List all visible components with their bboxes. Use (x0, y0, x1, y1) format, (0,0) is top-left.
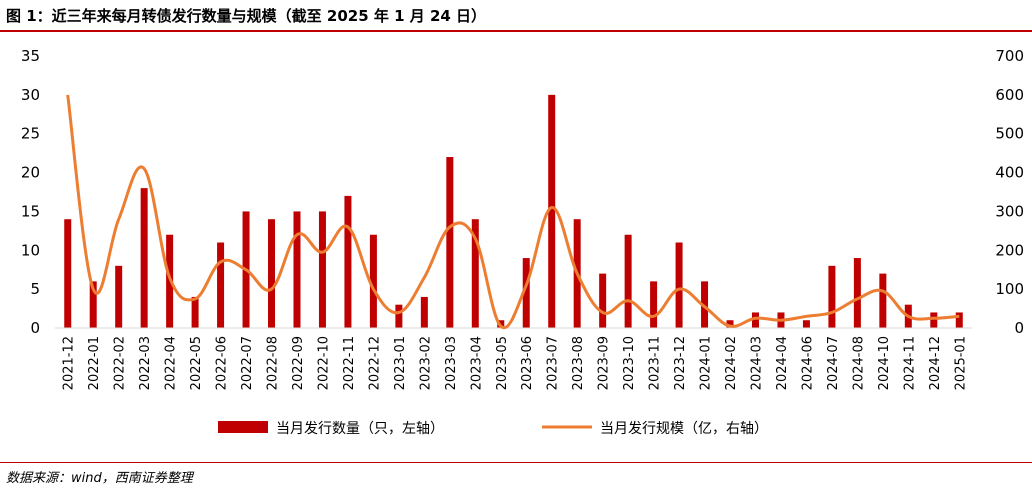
x-tick-label: 2023-05 (495, 336, 510, 390)
y-left-tick-label: 10 (21, 241, 40, 259)
x-tick-label: 2022-04 (164, 336, 179, 390)
bar (675, 242, 683, 328)
x-tick-label: 2023-07 (546, 336, 561, 390)
x-tick-label: 2022-01 (87, 336, 102, 390)
bar (624, 234, 632, 328)
bar (64, 219, 72, 328)
y-right-tick-label: 400 (995, 164, 1024, 182)
x-tick-label: 2023-02 (418, 336, 433, 390)
y-axis-right: 0 100 200 300 400 500 600 700 (995, 47, 1024, 337)
bar (751, 312, 759, 328)
x-tick-label: 2022-07 (240, 336, 255, 390)
x-tick-label: 2022-02 (113, 336, 128, 390)
y-axis-left: 0 5 10 15 20 25 30 35 (21, 47, 40, 337)
legend-label-bar: 当月发行数量（只，左轴） (276, 421, 444, 437)
chart: 0 5 10 15 20 25 30 35 0 100 200 300 400 500 600 700 20… (21, 47, 1024, 437)
bar (344, 195, 352, 328)
y-right-tick-label: 300 (995, 202, 1024, 220)
x-tick-label: 2021-12 (62, 336, 77, 390)
bar (446, 157, 454, 328)
page-title: 图 1：近三年来每月转债发行数量与规模（截至 2025 年 1 月 24 日） (6, 7, 487, 25)
bar (115, 265, 123, 328)
x-tick-label: 2024-11 (902, 336, 917, 390)
y-left-tick-label: 15 (21, 202, 40, 220)
x-tick-label: 2023-12 (673, 336, 688, 390)
y-right-tick-label: 700 (995, 47, 1024, 65)
bar (548, 94, 556, 328)
bar (217, 242, 225, 328)
y-left-tick-label: 35 (21, 47, 40, 65)
bar (599, 273, 607, 328)
x-tick-label: 2024-01 (699, 336, 714, 390)
x-tick-label: 2024-06 (800, 336, 815, 390)
x-tick-label: 2022-10 (316, 336, 331, 390)
bar (191, 296, 199, 328)
y-left-tick-label: 5 (30, 280, 40, 298)
footer-divider (0, 462, 1032, 463)
x-tick-label: 2022-03 (138, 336, 153, 390)
x-tick-label: 2024-10 (877, 336, 892, 390)
x-tick-label: 2022-08 (266, 336, 281, 390)
bar (930, 312, 938, 328)
x-tick-label: 2023-06 (520, 336, 535, 390)
x-tick-label: 2022-09 (291, 336, 306, 390)
y-right-tick-label: 500 (995, 125, 1024, 143)
line-series (66, 94, 960, 330)
y-left-tick-label: 0 (30, 319, 40, 337)
legend-label-line: 当月发行规模（亿，右轴） (600, 421, 768, 437)
x-tick-label: 2023-01 (393, 336, 408, 390)
x-tick-label: 2023-04 (469, 336, 484, 390)
bar (955, 312, 963, 328)
bar (293, 211, 301, 328)
bar (140, 188, 148, 328)
x-axis: 2021-12 2022-01 2022-02 2022-03 2022-04 2022-… (62, 336, 969, 390)
x-tick-label: 2024-08 (851, 336, 866, 390)
x-tick-label: 2024-12 (928, 336, 943, 390)
x-tick-label: 2023-09 (597, 336, 612, 390)
x-tick-label: 2024-07 (826, 336, 841, 390)
bar (650, 281, 658, 328)
y-left-tick-label: 20 (21, 164, 40, 182)
x-tick-label: 2023-03 (444, 336, 459, 390)
x-tick-label: 2022-12 (367, 336, 382, 390)
bar (395, 304, 403, 328)
bar (89, 281, 97, 328)
x-tick-label: 2023-11 (648, 336, 663, 390)
y-right-tick-label: 600 (995, 86, 1024, 104)
y-left-tick-label: 25 (21, 125, 40, 143)
bar (726, 320, 734, 328)
bar (522, 258, 530, 328)
x-tick-label: 2024-02 (724, 336, 739, 390)
bar (879, 273, 887, 328)
y-right-tick-label: 100 (995, 280, 1024, 298)
bar-series (64, 94, 963, 328)
bar (853, 258, 861, 328)
bar (268, 219, 276, 328)
title-bar: 图 1：近三年来每月转债发行数量与规模（截至 2025 年 1 月 24 日） (0, 0, 1032, 30)
legend-swatch-bar (218, 421, 268, 433)
bar (369, 234, 377, 328)
y-right-tick-label: 0 (1014, 319, 1024, 337)
x-tick-label: 2022-11 (342, 336, 357, 390)
bar (471, 219, 479, 328)
source-note: 数据来源：wind，西南证券整理 (6, 471, 193, 486)
y-left-tick-label: 30 (21, 86, 40, 104)
legend: 当月发行数量（只，左轴） 当月发行规模（亿，右轴） (218, 421, 768, 437)
bar (701, 281, 709, 328)
x-tick-label: 2023-10 (622, 336, 637, 390)
x-tick-label: 2024-03 (749, 336, 764, 390)
x-tick-label: 2025-01 (953, 336, 968, 390)
x-tick-label: 2024-04 (775, 336, 790, 390)
bar (420, 296, 428, 328)
bar (318, 211, 326, 328)
x-tick-label: 2023-08 (571, 336, 586, 390)
bar (802, 320, 810, 328)
title-divider (0, 30, 1032, 32)
bar (828, 265, 836, 328)
x-tick-label: 2022-06 (215, 336, 230, 390)
y-right-tick-label: 200 (995, 241, 1024, 259)
x-tick-label: 2022-05 (189, 336, 204, 390)
